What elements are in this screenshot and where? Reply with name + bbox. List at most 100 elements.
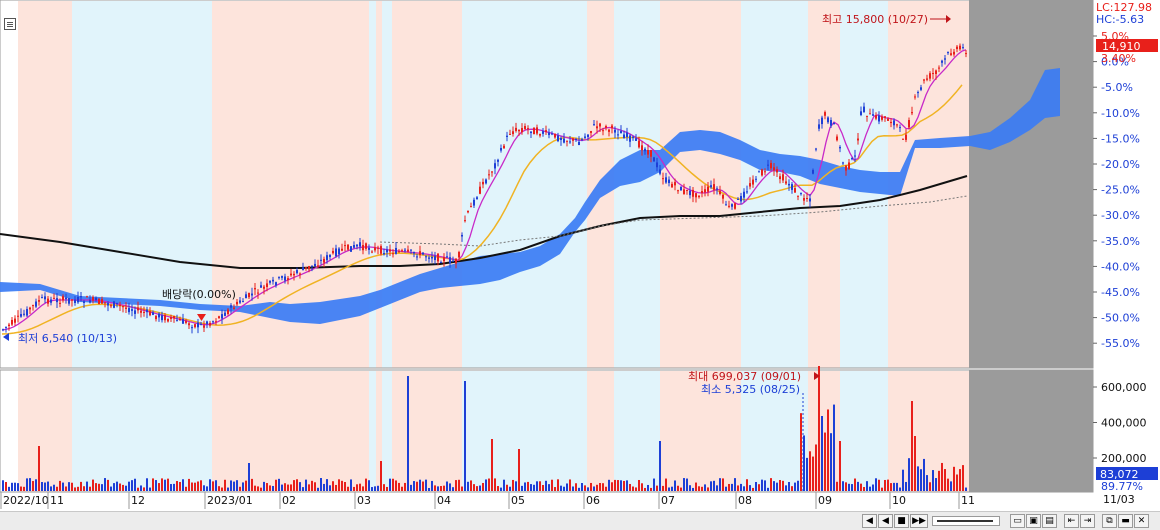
candle-body [170, 317, 172, 319]
volume-bar [32, 481, 34, 491]
volume-bar [803, 435, 805, 491]
scroll-stop-button[interactable]: ■ [894, 514, 909, 528]
volume-tick-label: 400,000 [1101, 417, 1147, 430]
scroll-thumb-track[interactable] [932, 516, 1000, 526]
minimize-icon[interactable]: ▬ [1118, 514, 1133, 528]
candle-body [167, 318, 169, 322]
volume-bar [101, 484, 103, 491]
candle-body [842, 162, 844, 164]
candle-body [68, 298, 70, 304]
candle-body [884, 116, 886, 118]
period-band [376, 1, 382, 368]
volume-bar [818, 366, 820, 491]
volume-bar [599, 483, 601, 491]
candle-body [857, 138, 859, 141]
volume-bar [161, 478, 163, 491]
candle-body [734, 203, 736, 209]
candle-body [8, 324, 10, 327]
volume-bar [731, 483, 733, 491]
candle-body [323, 258, 325, 263]
volume-bar [230, 480, 232, 491]
candle-body [545, 130, 547, 133]
candle-body [233, 307, 235, 310]
candle-body [728, 205, 730, 207]
x-tick-label: 06 [586, 494, 600, 507]
candle-body [200, 323, 202, 325]
fit-icon[interactable]: ▤ [1042, 514, 1057, 528]
volume-bar [164, 479, 166, 491]
volume-bar [647, 484, 649, 491]
zoom-out-icon[interactable]: ▭ [1010, 514, 1025, 528]
candle-body [422, 252, 424, 255]
scroll-thumb[interactable] [937, 520, 993, 522]
chart-scrollbar[interactable]: ◀ ◀ ■ ▶▶ ▭ ▣ ▤ ⇤ ⇥ ⧉ ▬ ✕ [0, 511, 1160, 530]
close-icon[interactable]: ✕ [1134, 514, 1149, 528]
candle-body [95, 297, 97, 301]
expand-left-icon[interactable]: ⇤ [1064, 514, 1079, 528]
volume-bar [884, 479, 886, 491]
volume-bar [398, 482, 400, 491]
candle-body [110, 305, 112, 307]
volume-bar [266, 483, 268, 491]
candle-body [344, 245, 346, 247]
candle-body [512, 131, 514, 135]
candle-body [305, 267, 307, 269]
expand-right-icon[interactable]: ⇥ [1080, 514, 1095, 528]
x-tick-label: 03 [357, 494, 371, 507]
volume-bar [953, 466, 955, 491]
window-icon[interactable]: ⧉ [1102, 514, 1117, 528]
chart-settings-icon[interactable] [4, 18, 16, 30]
volume-bar [425, 479, 427, 491]
candle-body [809, 198, 811, 202]
period-band-volume [369, 371, 376, 492]
volume-bar [344, 482, 346, 491]
volume-bar [503, 479, 505, 491]
volume-bar [146, 478, 148, 491]
candle-body [416, 256, 418, 258]
candle-body [338, 248, 340, 255]
volume-bar [644, 487, 646, 491]
candle-body [197, 322, 199, 328]
candle-body [134, 310, 136, 314]
volume-bar [569, 479, 571, 491]
candle-body [467, 210, 469, 213]
zoom-in-icon[interactable]: ▣ [1026, 514, 1041, 528]
scroll-next-page-button[interactable]: ▶▶ [910, 514, 928, 528]
volume-bar [611, 482, 613, 491]
candle-body [548, 132, 550, 136]
volume-bar [902, 469, 904, 491]
y-tick-label: -20.0% [1101, 158, 1140, 171]
period-band [0, 1, 18, 368]
volume-bar [473, 484, 475, 491]
candle-body [617, 134, 619, 136]
candle-body [893, 120, 895, 126]
period-bands [0, 1, 969, 492]
scroll-prev-button[interactable]: ◀ [878, 514, 893, 528]
candle-body [215, 321, 217, 323]
volume-bar [263, 481, 265, 491]
volume-bar [254, 485, 256, 491]
candle-body [941, 60, 943, 63]
volume-bar [269, 485, 271, 491]
scroll-prev-page-button[interactable]: ◀ [862, 514, 877, 528]
candle-body [830, 120, 832, 126]
volume-bar [935, 478, 937, 491]
candle-body [902, 138, 904, 140]
candle-body [35, 301, 37, 307]
volume-bar [653, 478, 655, 491]
candle-body [77, 297, 79, 303]
volume-bar [323, 483, 325, 491]
volume-bar [107, 479, 109, 491]
volume-bar [11, 482, 13, 491]
candle-body [620, 131, 622, 134]
volume-bar [494, 478, 496, 491]
volume-bar [113, 483, 115, 491]
candle-body [434, 256, 436, 260]
x-axis-right-label: 11/03 [1103, 493, 1135, 506]
candle-body [431, 257, 433, 259]
dividend-annotation: 배당락(0.00%) [162, 288, 236, 301]
volume-bar [674, 480, 676, 491]
candle-body [104, 302, 106, 304]
volume-bar [923, 458, 925, 491]
